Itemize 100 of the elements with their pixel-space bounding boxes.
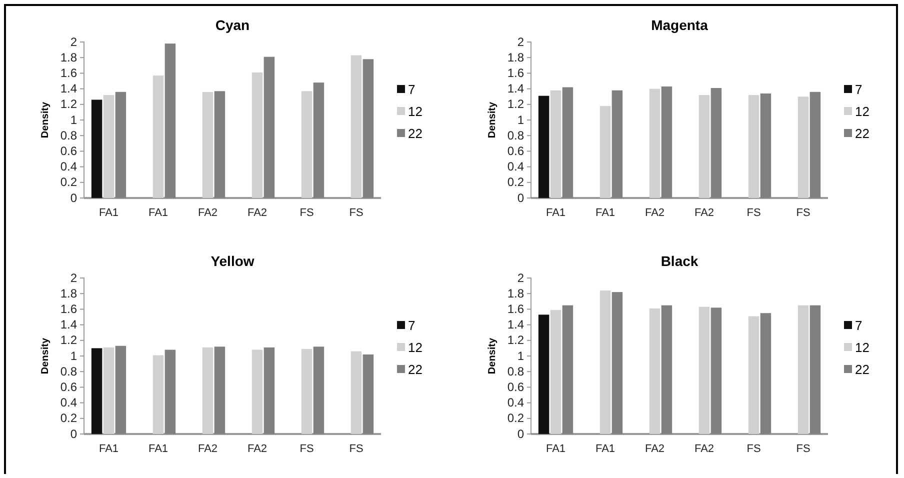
y-tick-label: 0.4 bbox=[60, 160, 78, 174]
y-tick-label: 1.8 bbox=[60, 50, 78, 64]
y-tick-label: 0.2 bbox=[60, 411, 78, 426]
bar bbox=[214, 91, 226, 198]
bar bbox=[538, 314, 550, 434]
x-tick-label: FA2 bbox=[644, 442, 665, 455]
bar bbox=[103, 347, 114, 434]
legend-label: 7 bbox=[408, 318, 416, 333]
bar bbox=[264, 347, 275, 434]
x-tick-label: FS bbox=[300, 442, 314, 455]
y-tick-label: 0.2 bbox=[60, 175, 78, 190]
bar bbox=[350, 351, 362, 434]
bar bbox=[202, 347, 214, 434]
y-tick-label: 1.6 bbox=[60, 66, 78, 80]
x-tick-label: FA1 bbox=[595, 442, 616, 455]
y-tick-label: 0 bbox=[70, 190, 78, 205]
bar bbox=[798, 96, 809, 198]
y-tick-label: 2 bbox=[517, 270, 524, 285]
bar bbox=[612, 90, 623, 198]
bar bbox=[798, 305, 809, 434]
y-axis-title: Density bbox=[40, 102, 51, 138]
legend-label: 12 bbox=[855, 104, 870, 119]
y-tick-label: 1.4 bbox=[60, 318, 78, 332]
y-tick-label: 1 bbox=[70, 112, 78, 127]
y-tick-label: 1.2 bbox=[507, 333, 524, 348]
bar bbox=[748, 316, 760, 434]
y-tick-label: 1 bbox=[517, 112, 524, 127]
y-tick-label: 1.2 bbox=[60, 333, 78, 348]
legend-label: 12 bbox=[408, 340, 422, 355]
bar bbox=[612, 292, 623, 434]
bar bbox=[164, 44, 176, 198]
bar bbox=[538, 96, 550, 198]
y-axis-title: Density bbox=[487, 338, 498, 374]
y-tick-label: 1.6 bbox=[507, 302, 524, 316]
bar bbox=[562, 305, 574, 434]
y-axis-title: Density bbox=[40, 338, 51, 374]
x-tick-label: FS bbox=[349, 442, 364, 455]
legend-label: 22 bbox=[855, 126, 870, 141]
x-tick-label: FA2 bbox=[198, 206, 218, 219]
bar bbox=[698, 306, 710, 434]
bar bbox=[91, 100, 102, 198]
x-tick-label: FS bbox=[746, 206, 761, 219]
y-tick-label: 1.2 bbox=[60, 97, 78, 112]
y-tick-label: 1 bbox=[70, 348, 78, 363]
legend-label: 22 bbox=[855, 362, 870, 377]
x-tick-label: FS bbox=[796, 442, 810, 455]
bar bbox=[91, 348, 102, 434]
legend-label: 22 bbox=[408, 362, 422, 377]
y-tick-label: 2 bbox=[70, 270, 78, 285]
bar bbox=[550, 310, 562, 434]
y-tick-label: 1.6 bbox=[507, 66, 524, 80]
y-tick-label: 1 bbox=[517, 348, 524, 363]
bar bbox=[710, 308, 722, 434]
bar bbox=[362, 354, 374, 434]
y-tick-label: 0.8 bbox=[60, 128, 78, 142]
chart-title: Magenta bbox=[651, 17, 708, 33]
bar bbox=[301, 91, 312, 198]
bar bbox=[202, 92, 214, 198]
y-tick-label: 0.6 bbox=[60, 144, 78, 158]
y-tick-label: 0.6 bbox=[507, 144, 524, 158]
bar bbox=[661, 305, 672, 434]
y-axis-title: Density bbox=[487, 102, 498, 138]
legend-label: 12 bbox=[408, 104, 422, 119]
y-tick-label: 0.8 bbox=[60, 364, 78, 378]
legend-label: 22 bbox=[408, 126, 422, 141]
y-tick-label: 0.8 bbox=[507, 128, 524, 142]
y-tick-label: 0.4 bbox=[60, 396, 78, 410]
bar bbox=[810, 305, 821, 434]
x-tick-label: FA1 bbox=[595, 206, 616, 219]
y-tick-label: 1.4 bbox=[507, 82, 524, 96]
bar bbox=[810, 92, 821, 198]
legend-label: 7 bbox=[855, 318, 862, 333]
y-tick-label: 0.6 bbox=[60, 380, 78, 394]
y-tick-label: 0 bbox=[70, 426, 78, 441]
y-tick-label: 0.6 bbox=[507, 380, 524, 394]
bar bbox=[313, 346, 324, 434]
bar bbox=[698, 95, 710, 198]
bar bbox=[350, 55, 362, 198]
x-tick-label: FA1 bbox=[98, 442, 119, 455]
chart-title: Black bbox=[660, 253, 698, 269]
y-tick-label: 0 bbox=[517, 426, 524, 441]
x-tick-label: FS bbox=[300, 206, 314, 219]
bar bbox=[115, 92, 126, 198]
bar bbox=[661, 86, 672, 198]
y-tick-label: 1.2 bbox=[507, 97, 524, 112]
y-tick-label: 1.8 bbox=[507, 286, 524, 300]
y-tick-label: 1.8 bbox=[507, 50, 524, 64]
bar bbox=[600, 290, 611, 434]
x-tick-label: FA1 bbox=[546, 206, 566, 219]
x-tick-label: FS bbox=[746, 442, 761, 455]
bar bbox=[550, 90, 562, 198]
bar bbox=[152, 355, 164, 434]
bar bbox=[252, 350, 263, 434]
y-tick-label: 2 bbox=[70, 34, 78, 49]
x-tick-label: FS bbox=[349, 206, 364, 219]
x-tick-label: FA1 bbox=[546, 442, 566, 455]
chart-title: Yellow bbox=[210, 253, 254, 269]
y-tick-label: 1.8 bbox=[60, 286, 78, 300]
bar bbox=[362, 59, 374, 198]
chart-title: Cyan bbox=[215, 17, 250, 33]
